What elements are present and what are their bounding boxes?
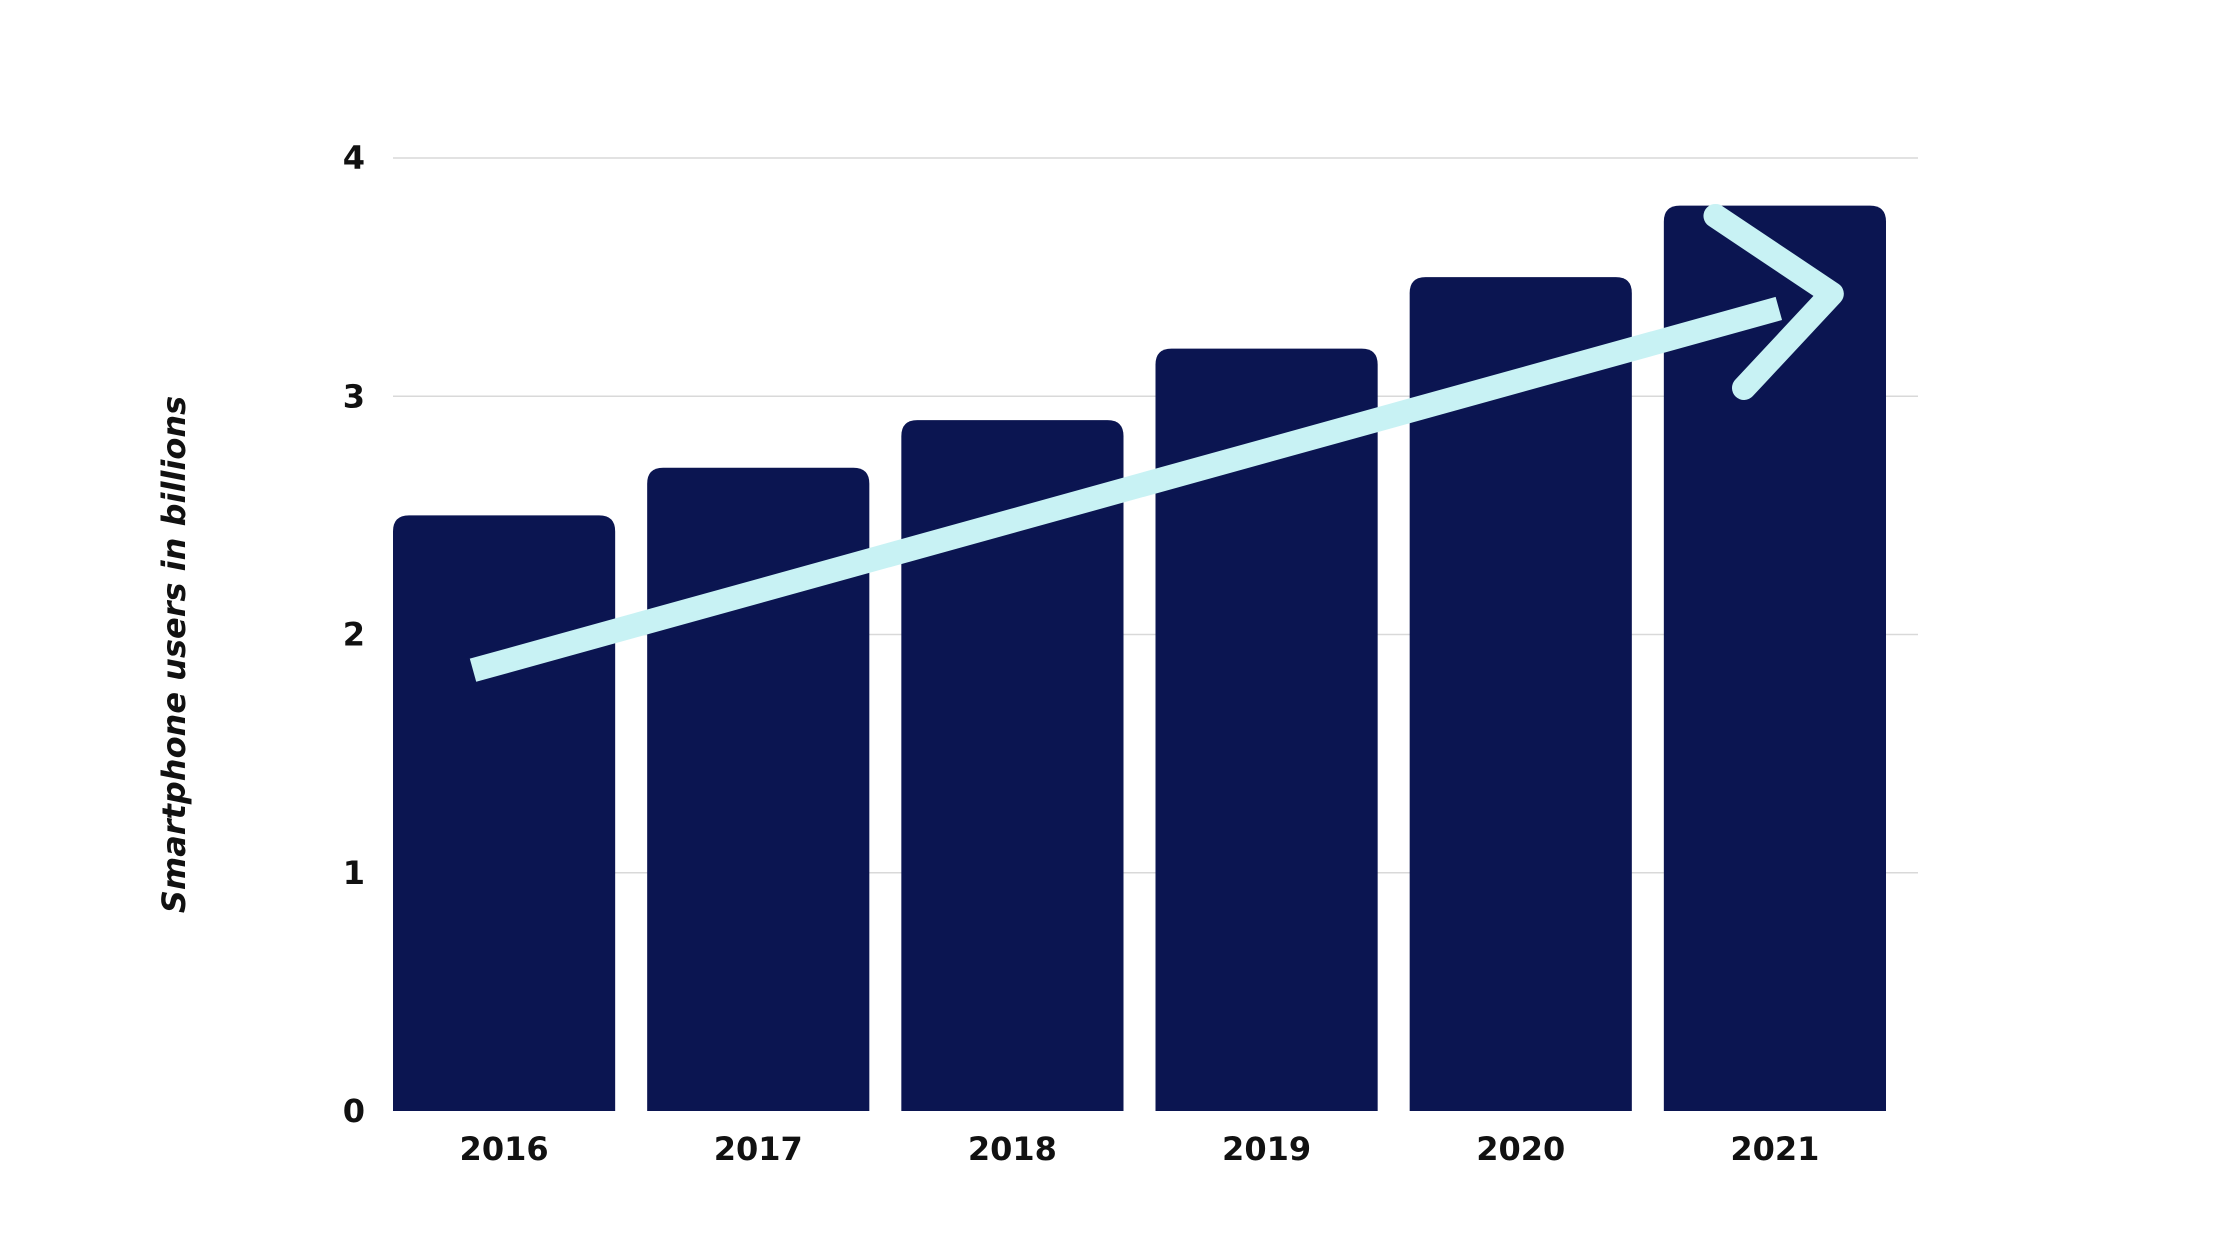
y-axis-ticks: 0 1 2 3 4 [343,139,365,1130]
y-axis-label: Smartphone users in billions [155,396,193,913]
bar-2016 [393,515,616,1111]
y-tick-label: 4 [343,139,365,177]
bars [393,205,1886,1112]
bar-2019 [1155,348,1378,1112]
x-axis-ticks: 2016 2017 2018 2019 2020 2021 [460,1130,1820,1168]
x-tick-label: 2017 [714,1130,803,1168]
trend-arrow-head [1703,203,1844,400]
y-tick-label: 3 [343,377,365,415]
x-tick-label: 2018 [968,1130,1057,1168]
y-tick-label: 2 [343,616,365,654]
bar-2017 [647,467,870,1112]
y-tick-label: 0 [343,1092,365,1130]
x-tick-label: 2019 [1222,1130,1311,1168]
x-tick-label: 2021 [1730,1130,1819,1168]
bar-2018 [901,420,1124,1111]
y-tick-label: 1 [343,854,365,892]
bar-2020 [1409,277,1632,1111]
x-tick-label: 2016 [460,1130,549,1168]
x-tick-label: 2020 [1476,1130,1565,1168]
trend-arrow-shaft [469,296,1783,682]
bar-2021 [1663,205,1886,1111]
trend-arrow [469,203,1844,682]
